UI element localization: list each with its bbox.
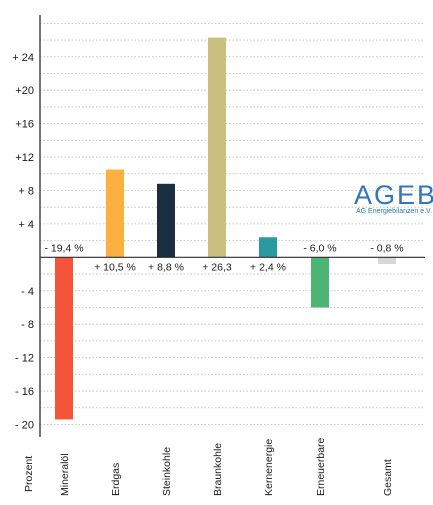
- category-label: Steinkohle: [161, 447, 173, 496]
- bars: [55, 37, 396, 420]
- data-label: + 8,8 %: [148, 261, 184, 273]
- data-label: + 10,5 %: [94, 261, 136, 273]
- category-label: Erneuerbare: [315, 437, 327, 496]
- logo-subtitle: AG Energiebilanzen e.V.: [356, 208, 432, 215]
- data-label: - 19,4 %: [44, 242, 83, 254]
- bar-erneuerbare: [311, 257, 329, 308]
- data-label: - 0,8 %: [370, 242, 403, 254]
- bar-erdgas: [106, 169, 124, 258]
- bar-gesamt: [378, 257, 396, 265]
- bar-braunkohle: [208, 37, 226, 258]
- y-tick-label: +12: [15, 152, 34, 164]
- y-tick-label: - 16: [15, 386, 34, 398]
- y-tick-label: - 4: [21, 286, 34, 298]
- ageb-logo: AGEB AG Energiebilanzen e.V.: [354, 180, 433, 215]
- y-tick-label: - 8: [21, 319, 34, 331]
- category-label: Erdgas: [110, 463, 122, 496]
- data-label: + 2,4 %: [250, 261, 286, 273]
- data-labels: - 19,4 % + 10,5 % + 8,8 % + 26,3 + 2,4 % - 6,…: [44, 242, 403, 273]
- y-tick-labels: + 24 +20 +16 +12 + 8 + 4 - 4 - 8 - 12 - 16 - 20: [12, 52, 34, 432]
- bar-steinkohle: [157, 183, 175, 258]
- bar-mineralöl: [55, 257, 73, 420]
- category-label: Mineralöl: [59, 453, 71, 496]
- y-tick-label: +16: [15, 119, 34, 131]
- y-tick-label: + 4: [18, 219, 34, 231]
- category-label: Braunkohle: [212, 443, 224, 496]
- category-label: Gesamt: [382, 459, 394, 496]
- bar-kernenergie: [259, 237, 277, 258]
- data-label: + 26,3: [202, 261, 232, 273]
- category-label: Kernenergie: [263, 439, 275, 496]
- y-axis-title: Prozent: [23, 456, 35, 492]
- grid-lines: [40, 22, 425, 425]
- y-tick-label: + 24: [12, 52, 34, 64]
- y-tick-label: + 8: [18, 185, 34, 197]
- y-tick-label: - 20: [15, 419, 34, 431]
- logo-text: AGEB: [354, 180, 433, 210]
- category-labels: Mineralöl Erdgas Steinkohle Braunkohle Kerne…: [59, 437, 394, 496]
- data-label: - 6,0 %: [303, 242, 336, 254]
- y-tick-label: +20: [15, 85, 34, 97]
- y-tick-label: - 12: [15, 353, 34, 365]
